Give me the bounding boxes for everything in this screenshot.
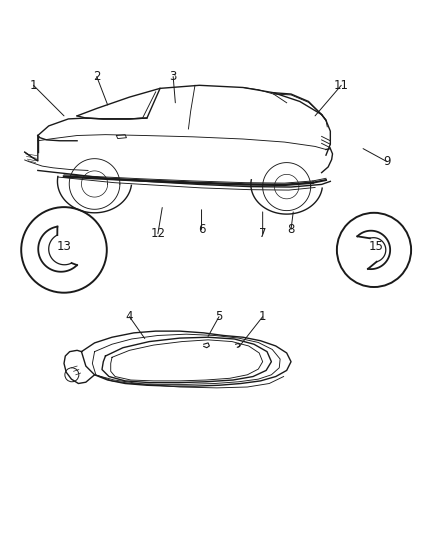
Text: 8: 8 — [287, 223, 295, 236]
Text: 12: 12 — [150, 227, 166, 240]
Text: 7: 7 — [259, 227, 266, 240]
Text: 1: 1 — [259, 310, 266, 323]
Text: 1: 1 — [30, 79, 37, 92]
Text: 9: 9 — [383, 155, 391, 168]
Text: 15: 15 — [369, 240, 384, 253]
Text: 3: 3 — [170, 70, 177, 83]
Text: 13: 13 — [57, 240, 71, 253]
Text: 6: 6 — [198, 223, 205, 236]
Text: 2: 2 — [93, 70, 100, 83]
Text: 4: 4 — [126, 310, 133, 323]
Text: 11: 11 — [334, 79, 349, 92]
Text: 5: 5 — [215, 310, 223, 323]
